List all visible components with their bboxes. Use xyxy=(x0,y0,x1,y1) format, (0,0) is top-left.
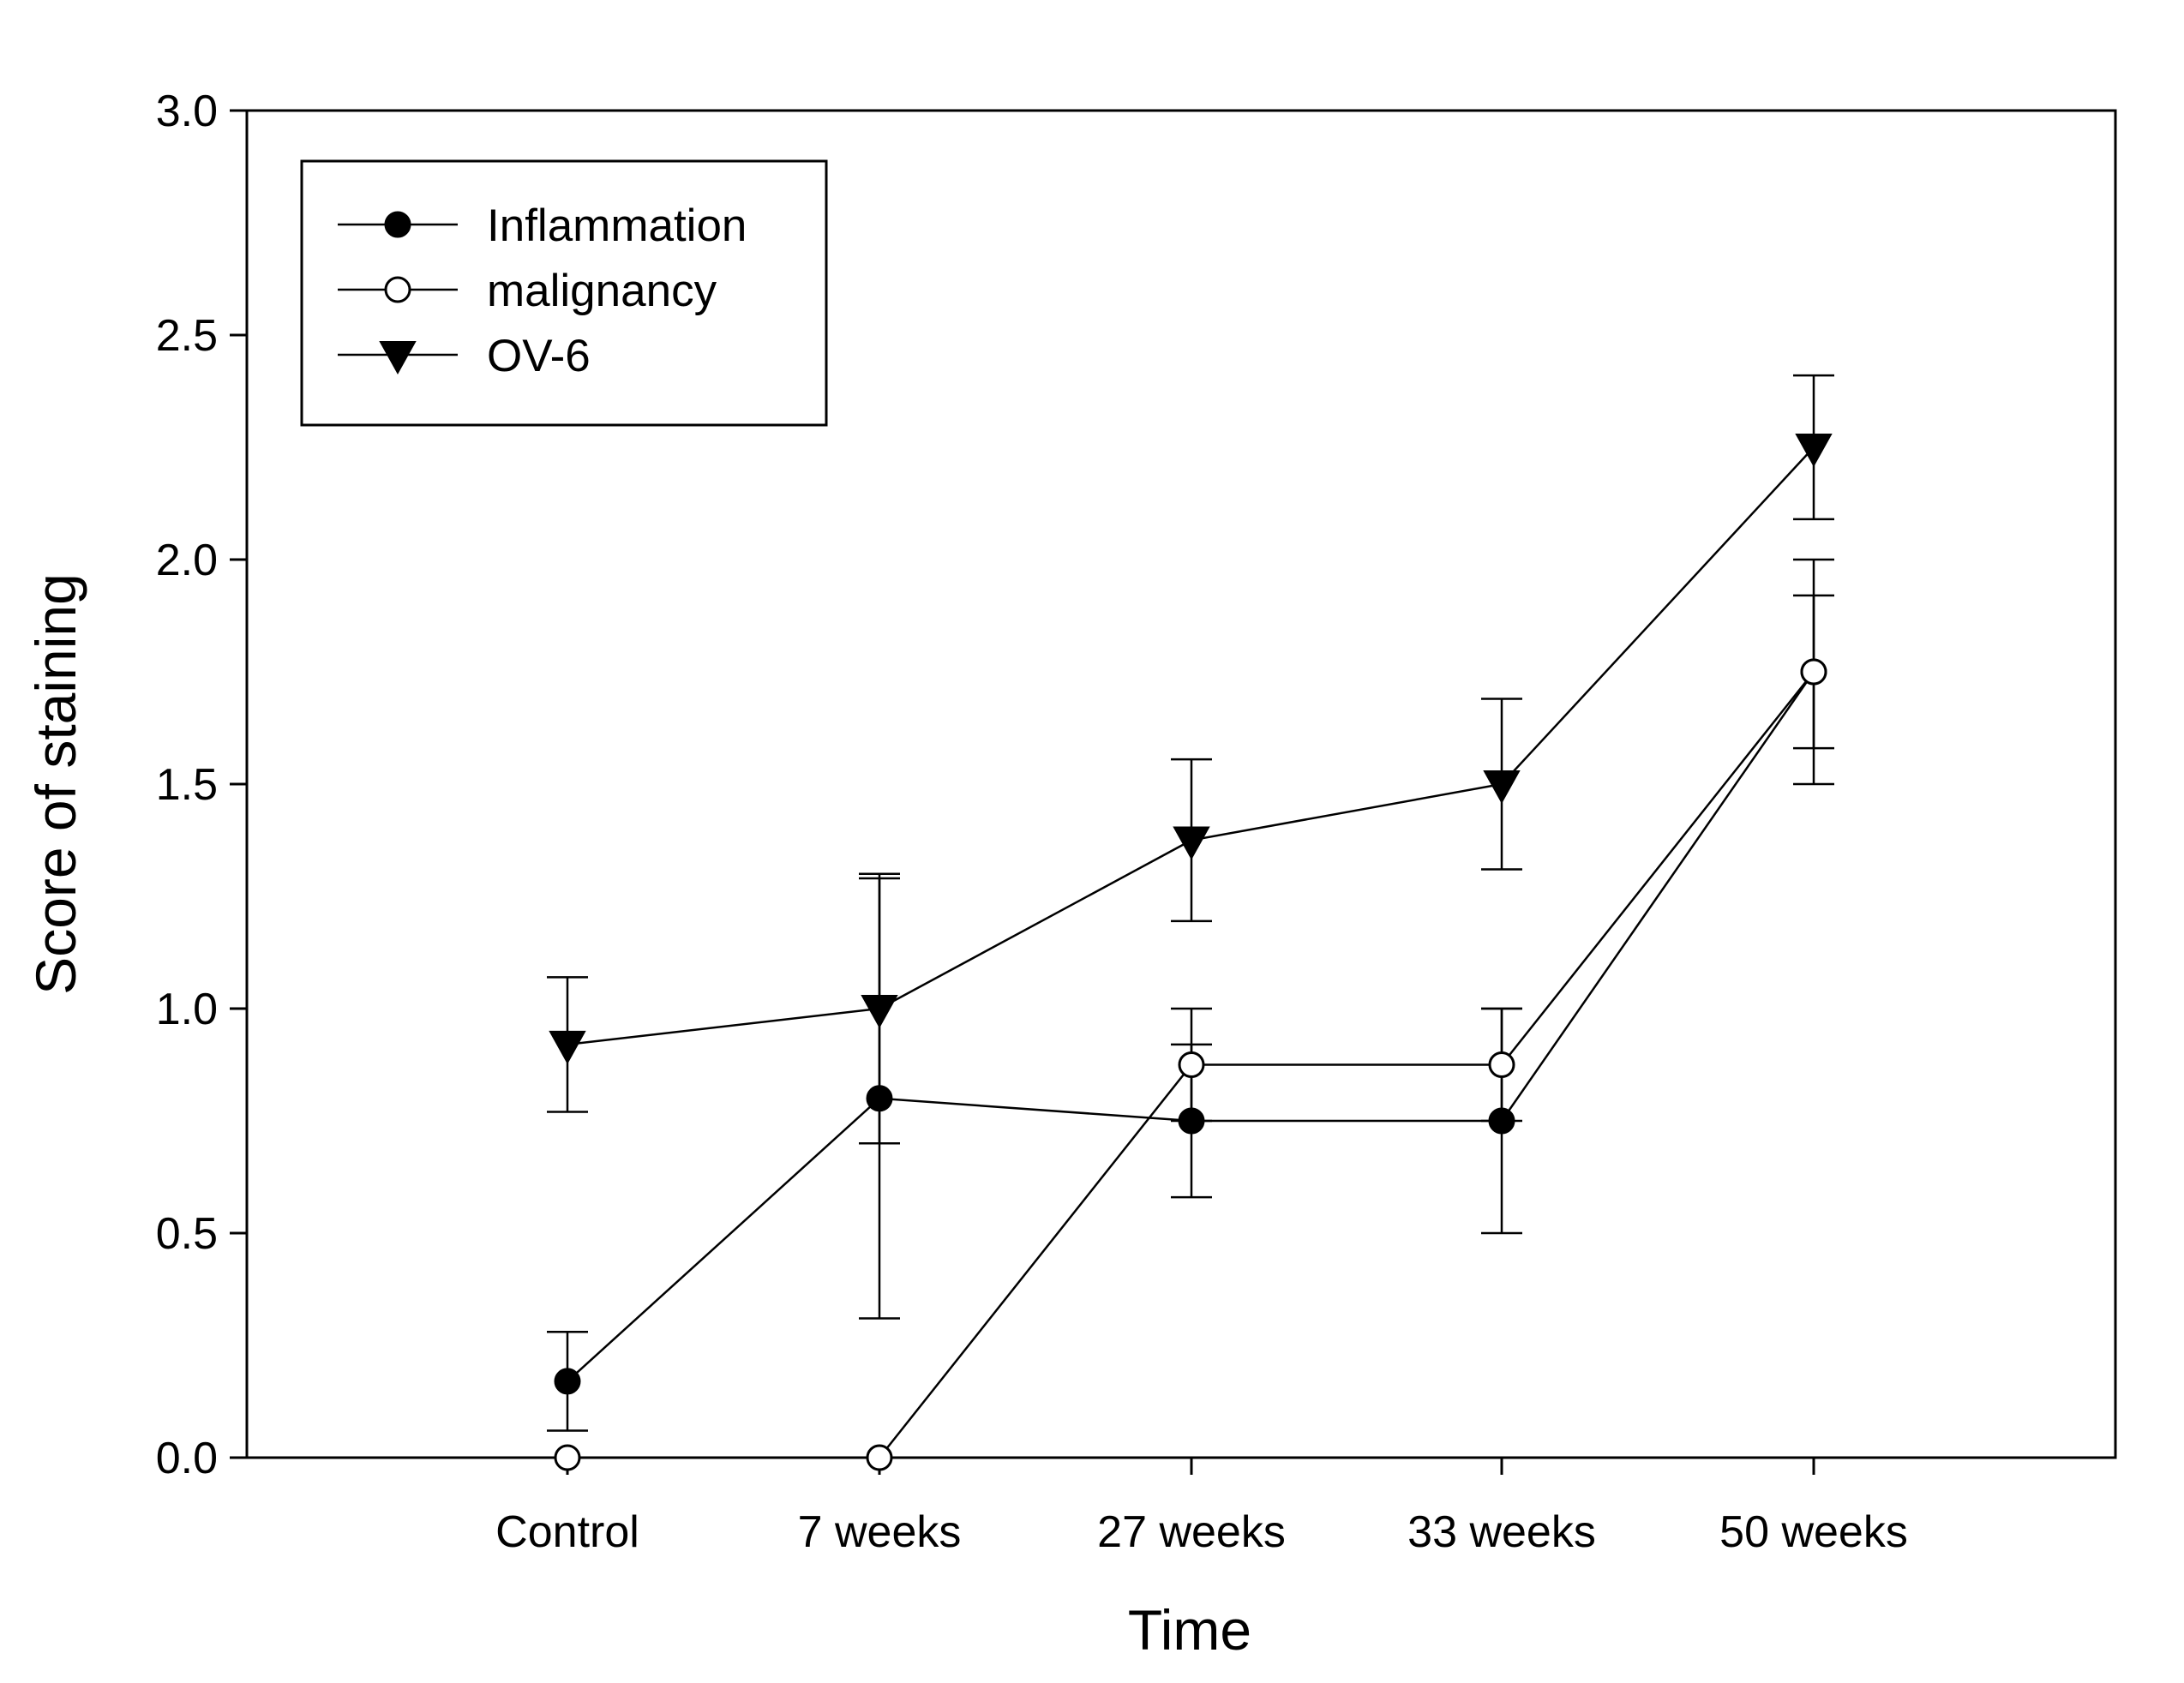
y-axis-title: Score of staining xyxy=(24,573,87,995)
x-tick-label-4: 50 weeks xyxy=(1719,1507,1908,1557)
ov-6-point-4 xyxy=(1795,434,1833,468)
y-tick-label-5: 2.5 xyxy=(156,311,218,361)
y-tick-label-1: 0.5 xyxy=(156,1209,218,1259)
ov-6-point-2 xyxy=(1173,826,1210,860)
legend-label-ov-6: OV-6 xyxy=(487,331,591,381)
ov-6-point-3 xyxy=(1483,770,1521,805)
x-tick-label-3: 33 weeks xyxy=(1407,1507,1596,1557)
y-tick-label-4: 2.0 xyxy=(156,536,218,585)
error-bars xyxy=(547,374,1834,1432)
x-tick-label-0: Control xyxy=(495,1507,639,1557)
inflammation-point-2 xyxy=(1178,1107,1205,1135)
y-tick-label-0: 0.0 xyxy=(156,1434,218,1483)
malignancy-point-2 xyxy=(1178,1051,1205,1078)
ov-6-point-1 xyxy=(861,995,898,1029)
x-tick-label-1: 7 weeks xyxy=(798,1507,962,1557)
ov-6-line xyxy=(567,446,1815,1046)
inflammation-point-0 xyxy=(554,1368,581,1395)
axis-ticks: 0.0 0.5 1.0 1.5 2.0 2.5 3.0 Control 7 weeks 27 we… xyxy=(156,87,1908,1557)
legend-items: Inflammation malignancy OV-6 xyxy=(338,201,747,381)
legend-label-malignancy: malignancy xyxy=(487,266,717,316)
ov-6-point-0 xyxy=(549,1030,586,1064)
series-markers xyxy=(549,434,1833,1471)
y-tick-label-6: 3.0 xyxy=(156,87,218,136)
x-axis-title: Time xyxy=(1128,1598,1251,1662)
y-tick-label-2: 1.0 xyxy=(156,985,218,1034)
series-lines xyxy=(567,446,1815,1459)
inflammation-point-3 xyxy=(1488,1107,1515,1135)
legend-marker-inflammation xyxy=(384,211,411,238)
malignancy-point-0 xyxy=(554,1444,581,1471)
malignancy-point-4 xyxy=(1800,658,1827,686)
inflammation-point-1 xyxy=(866,1085,893,1112)
malignancy-point-3 xyxy=(1488,1051,1515,1078)
malignancy-point-1 xyxy=(866,1444,893,1471)
legend-label-inflammation: Inflammation xyxy=(487,201,747,251)
legend-marker-malignancy xyxy=(384,276,411,303)
y-tick-label-3: 1.5 xyxy=(156,760,218,810)
legend: Inflammation malignancy OV-6 xyxy=(300,159,828,427)
legend-marker-ov-6 xyxy=(379,341,417,375)
x-tick-label-2: 27 weeks xyxy=(1097,1507,1286,1557)
